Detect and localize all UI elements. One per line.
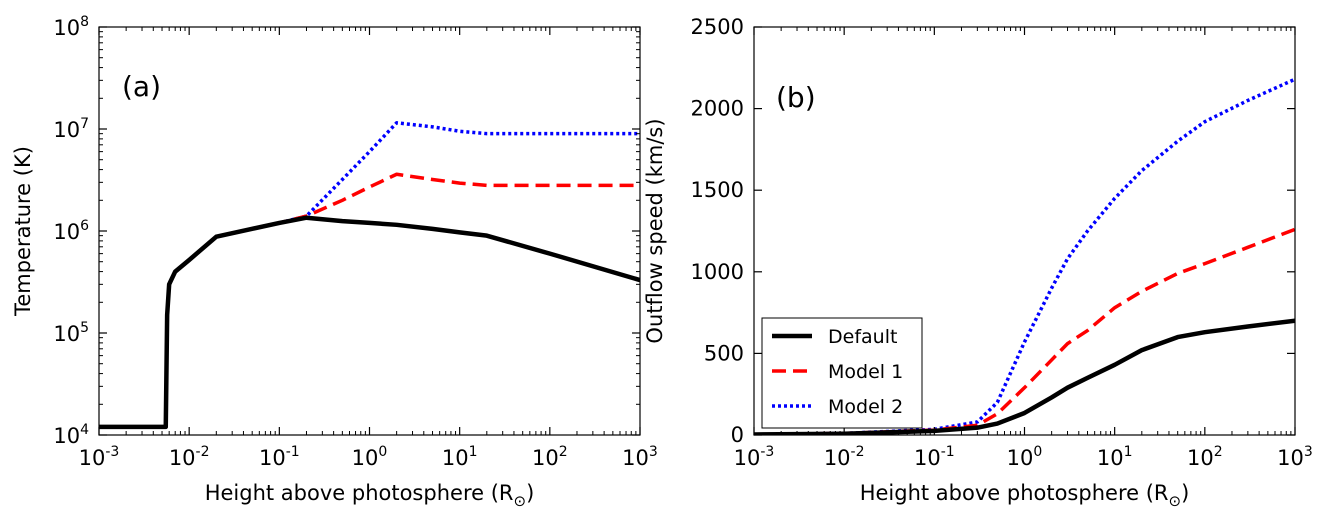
y-tick-label: 104 bbox=[53, 422, 89, 448]
x-tick-base: 10 bbox=[914, 446, 941, 470]
x-tick-exponent: 3 bbox=[1304, 444, 1313, 460]
series-line-default bbox=[99, 215, 640, 430]
x-tick-exponent: -3 bbox=[105, 444, 119, 460]
x-tick-base: 10 bbox=[259, 446, 286, 470]
x-tick-label: 10-3 bbox=[79, 444, 120, 470]
x-tick-base: 10 bbox=[169, 446, 196, 470]
series-line-model1 bbox=[99, 172, 640, 429]
x-tick-exponent: 3 bbox=[649, 444, 658, 460]
legend: Default Model 1 Model 2 bbox=[761, 317, 923, 429]
x-tick-label: 102 bbox=[532, 444, 568, 470]
outflow-speed-axes bbox=[753, 26, 1296, 436]
y-tick-label: 500 bbox=[704, 341, 744, 365]
panel-label: (a) bbox=[122, 70, 161, 103]
x-tick-base: 10 bbox=[1187, 446, 1214, 470]
y-tick-base: 10 bbox=[53, 424, 80, 448]
temperature-labels: 10-3 10-2 10-1 100 101 102 103104105106107108H… bbox=[11, 14, 658, 510]
x-tick-base: 10 bbox=[622, 446, 649, 470]
x-tick-base: 10 bbox=[352, 446, 379, 470]
x-axis-label-text: Height above photosphere (R bbox=[205, 481, 514, 505]
x-tick-label: 102 bbox=[1187, 444, 1223, 470]
x-tick-base: 10 bbox=[1277, 446, 1304, 470]
x-tick-base: 10 bbox=[79, 446, 106, 470]
temperature-panel: 10-3 10-2 10-1 100 101 102 103104105106107108H… bbox=[11, 14, 658, 510]
y-tick-base: 10 bbox=[53, 118, 80, 142]
y-tick-label: 2000 bbox=[691, 97, 744, 121]
x-axis-label-text: Height above photosphere (R bbox=[860, 481, 1169, 505]
y-tick-exponent: 8 bbox=[80, 14, 89, 30]
x-tick-label: 100 bbox=[1007, 444, 1043, 470]
x-tick-base: 10 bbox=[532, 446, 559, 470]
y-tick-label: 1500 bbox=[691, 178, 744, 202]
outflow-speed-panel: 10-3 10-2 10-1 100 101 102 1030500100015002000… bbox=[643, 15, 1313, 510]
x-axis-label-close: ) bbox=[526, 481, 534, 505]
x-axis-label-close: ) bbox=[1181, 481, 1189, 505]
temperature-curves bbox=[99, 121, 640, 430]
x-axis-label-symbol: ⊙ bbox=[1169, 492, 1182, 510]
panel-label: (b) bbox=[776, 81, 816, 114]
y-tick-label: 108 bbox=[53, 14, 89, 40]
y-tick-label: 106 bbox=[53, 218, 89, 244]
x-tick-label: 103 bbox=[622, 444, 658, 470]
x-tick-exponent: 0 bbox=[1033, 444, 1042, 460]
x-tick-base: 10 bbox=[734, 446, 761, 470]
outflow-speed-curves bbox=[754, 77, 1295, 435]
x-tick-label: 10-2 bbox=[824, 444, 865, 470]
x-tick-exponent: 0 bbox=[378, 444, 387, 460]
x-axis-label: Height above photosphere (R⊙) bbox=[205, 481, 535, 510]
x-axis-label-symbol: ⊙ bbox=[514, 492, 527, 510]
y-tick-label: 0 bbox=[731, 423, 744, 447]
x-axis-label: Height above photosphere (R⊙) bbox=[860, 481, 1190, 510]
plot-frame bbox=[98, 26, 641, 436]
legend-label-model1: Model 1 bbox=[828, 361, 903, 383]
x-tick-label: 10-1 bbox=[259, 444, 300, 470]
x-tick-exponent: -1 bbox=[941, 444, 955, 460]
y-tick-label: 105 bbox=[53, 320, 89, 346]
x-tick-exponent: 1 bbox=[1124, 444, 1133, 460]
series-line-default bbox=[754, 318, 1295, 435]
x-tick-label: 101 bbox=[1097, 444, 1133, 470]
x-tick-base: 10 bbox=[442, 446, 469, 470]
y-tick-exponent: 6 bbox=[80, 218, 89, 234]
x-tick-label: 103 bbox=[1277, 444, 1313, 470]
x-tick-label: 100 bbox=[352, 444, 388, 470]
y-tick-exponent: 4 bbox=[80, 422, 89, 438]
x-tick-exponent: 2 bbox=[1214, 444, 1223, 460]
series-line-model2 bbox=[99, 121, 640, 429]
x-tick-exponent: -2 bbox=[196, 444, 210, 460]
legend-label-default: Default bbox=[828, 326, 897, 348]
y-tick-label: 1000 bbox=[691, 260, 744, 284]
x-tick-exponent: -3 bbox=[760, 444, 774, 460]
y-axis-label: Outflow speed (km/s) bbox=[643, 118, 667, 343]
y-tick-exponent: 5 bbox=[80, 320, 89, 336]
outflow-speed-labels: 10-3 10-2 10-1 100 101 102 1030500100015002000… bbox=[643, 15, 1313, 510]
x-tick-exponent: 1 bbox=[469, 444, 478, 460]
x-tick-base: 10 bbox=[1007, 446, 1034, 470]
y-tick-label: 2500 bbox=[691, 15, 744, 39]
y-tick-exponent: 7 bbox=[80, 116, 89, 132]
x-tick-base: 10 bbox=[824, 446, 851, 470]
x-tick-base: 10 bbox=[1097, 446, 1124, 470]
x-tick-label: 10-2 bbox=[169, 444, 210, 470]
y-axis-label: Temperature (K) bbox=[11, 146, 35, 317]
y-tick-base: 10 bbox=[53, 220, 80, 244]
y-tick-label: 107 bbox=[53, 116, 89, 142]
x-tick-label: 10-1 bbox=[914, 444, 955, 470]
y-tick-base: 10 bbox=[53, 322, 80, 346]
x-tick-label: 10-3 bbox=[734, 444, 775, 470]
x-tick-exponent: -1 bbox=[286, 444, 300, 460]
y-tick-base: 10 bbox=[53, 16, 80, 40]
x-tick-exponent: -2 bbox=[851, 444, 865, 460]
x-tick-label: 101 bbox=[442, 444, 478, 470]
legend-label-model2: Model 2 bbox=[828, 396, 903, 418]
temperature-axes bbox=[98, 26, 641, 436]
x-tick-exponent: 2 bbox=[559, 444, 568, 460]
